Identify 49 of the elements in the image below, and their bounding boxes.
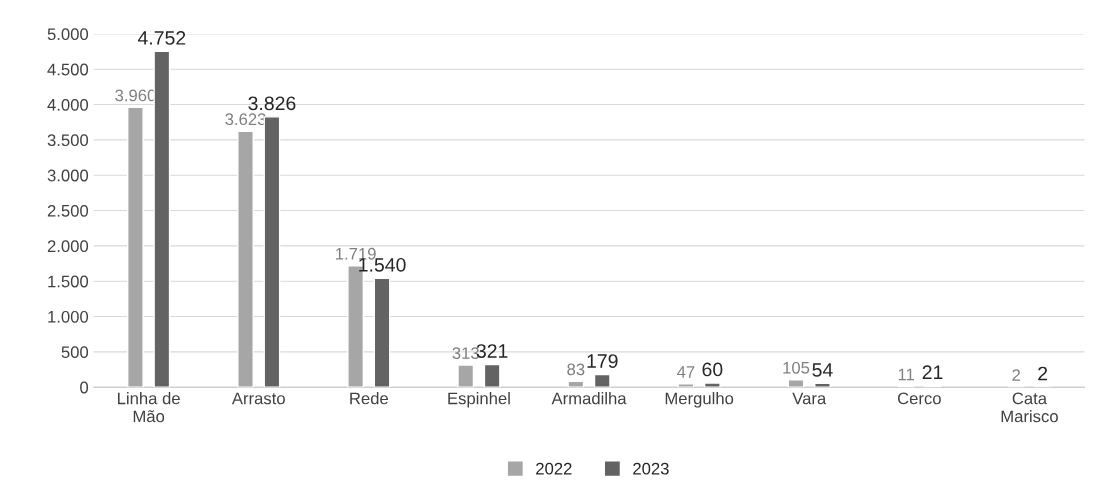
y-tick-label: 2.500 xyxy=(47,204,89,217)
bar xyxy=(814,382,831,388)
data-label: 4.752 xyxy=(137,31,186,45)
y-tick-label: 5.000 xyxy=(47,28,89,41)
legend-label: 2023 xyxy=(633,462,669,475)
data-label: 60 xyxy=(702,362,723,377)
legend-label: 2022 xyxy=(536,462,572,475)
data-label: 47 xyxy=(677,366,695,378)
bar xyxy=(373,277,391,388)
y-tick-label: 1.500 xyxy=(48,275,89,288)
x-tick-label: Mergulho xyxy=(665,392,734,408)
x-tick-label: Rede xyxy=(350,392,389,405)
y-tick-label: 1.000 xyxy=(48,310,89,323)
x-tick-label: Espinhel xyxy=(448,392,510,408)
bar xyxy=(787,379,805,388)
data-label: 21 xyxy=(922,365,943,379)
y-tick-label: 0 xyxy=(80,381,89,394)
data-label: 3.826 xyxy=(248,96,296,111)
y-tick-label: 4.500 xyxy=(47,63,89,76)
data-label: 83 xyxy=(567,363,585,376)
bar xyxy=(567,380,585,388)
bar xyxy=(237,130,254,388)
data-label: 1.540 xyxy=(359,257,406,272)
bar xyxy=(457,364,475,388)
x-tick-label: Armadilha xyxy=(551,392,627,405)
y-tick-label: 2.000 xyxy=(47,240,89,253)
x-tick-label: Arrasto xyxy=(231,392,285,405)
data-label: 3.623 xyxy=(225,113,266,126)
x-tick-label: Vara xyxy=(792,392,827,405)
y-tick-label: 3.000 xyxy=(47,169,89,182)
y-tick-label: 3.500 xyxy=(47,134,89,147)
x-tick-label: Cerco xyxy=(897,392,941,405)
data-label: 1.719 xyxy=(336,247,376,260)
data-label: 105 xyxy=(783,361,810,374)
data-label: 2 xyxy=(1012,369,1021,381)
y-tick-label: 4.000 xyxy=(47,98,89,111)
bar xyxy=(703,382,721,388)
data-label: 2 xyxy=(1038,366,1048,381)
y-tick-label: 500 xyxy=(61,346,89,359)
data-label: 11 xyxy=(898,368,914,381)
data-label: 179 xyxy=(587,354,618,368)
bar xyxy=(483,363,501,388)
bar xyxy=(593,373,611,388)
x-tick-label: Linha de Mão xyxy=(118,392,180,423)
bar xyxy=(677,383,695,388)
data-label: 54 xyxy=(812,363,833,377)
bar xyxy=(153,50,171,388)
x-tick-label: Cata Marisco xyxy=(1001,392,1058,423)
bar xyxy=(127,106,144,388)
